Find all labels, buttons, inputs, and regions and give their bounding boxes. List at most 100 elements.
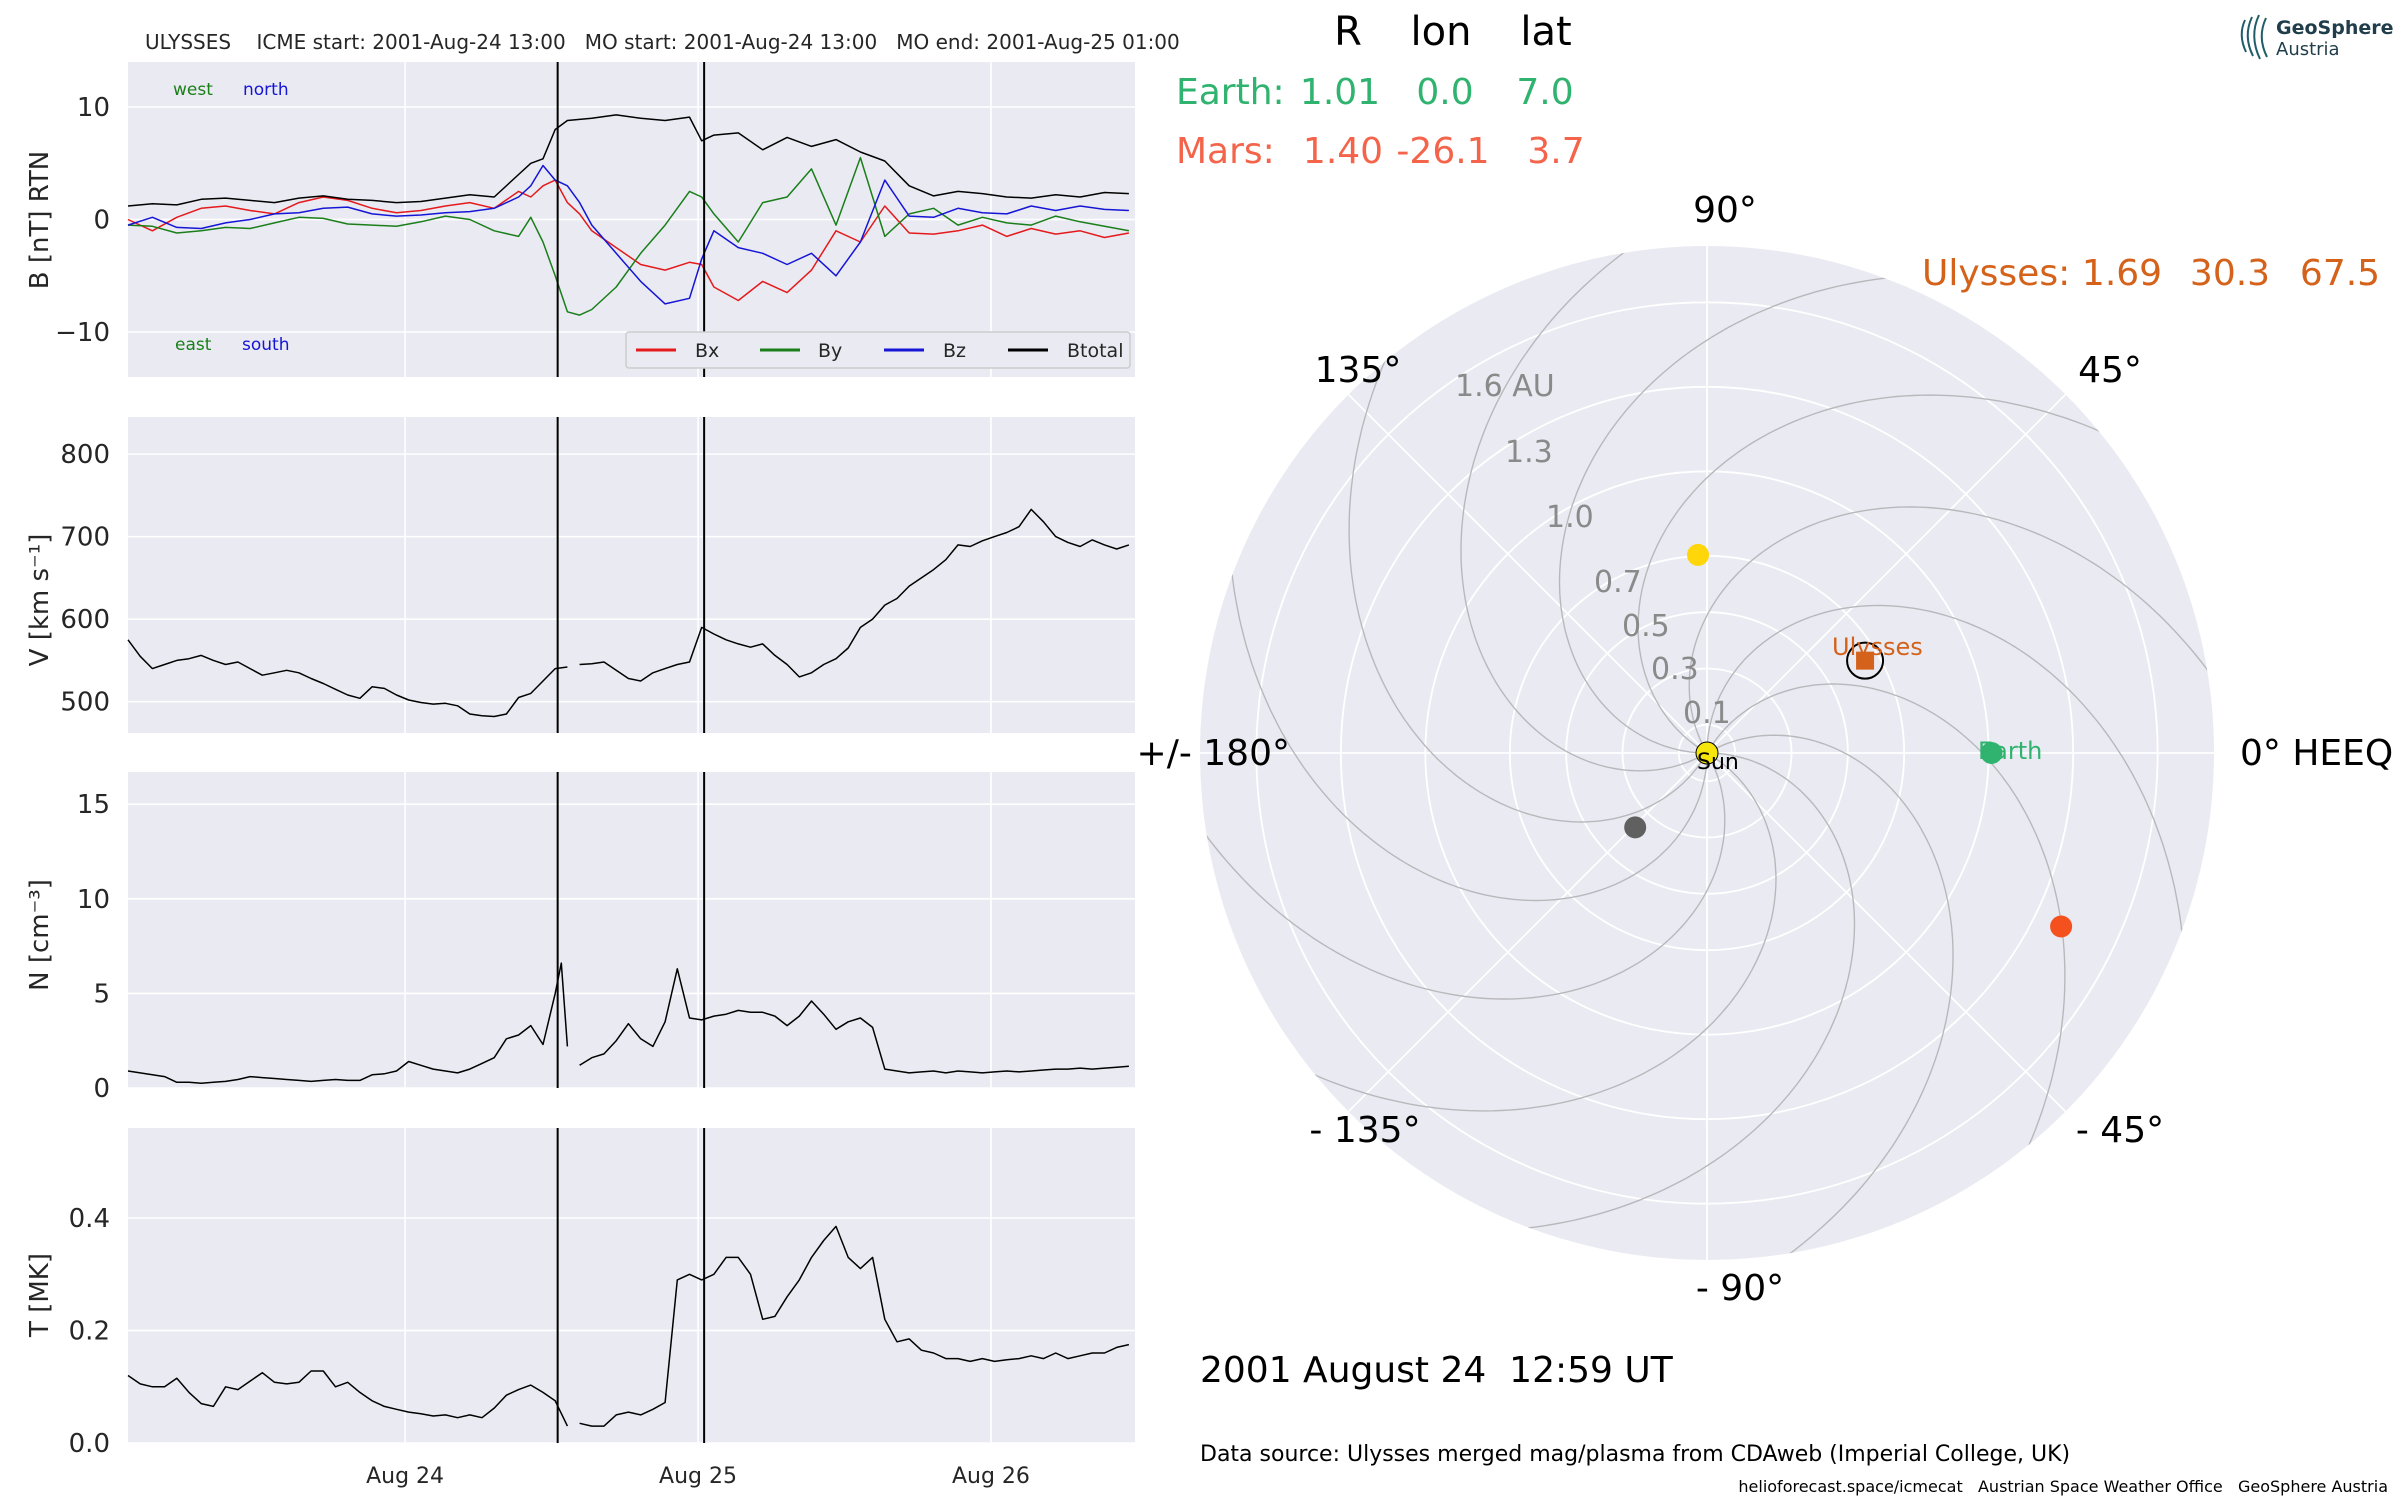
mars-row-label: Mars: [1176, 131, 1275, 172]
panel-n-background [128, 772, 1135, 1088]
legend-btotal-label: Btotal [1067, 340, 1123, 362]
angle-label-m45: - 45° [2076, 1110, 2164, 1151]
parker-spiral [1706, 734, 1954, 1260]
angle-grid-line [1706, 393, 2067, 754]
geosphere-logo: GeoSphere Austria [2240, 14, 2394, 60]
ulysses-ring [1846, 641, 1885, 680]
legend-bz-label: Bz [943, 340, 966, 362]
legend-box [625, 331, 1131, 369]
angle-grid-line [1347, 752, 1708, 1113]
ytick-label: 600 [60, 605, 110, 635]
ulysses-row-r: 1.69 [2082, 253, 2162, 294]
header-lon: lon [1411, 9, 1472, 55]
v-ylabel: V [km s⁻¹] [25, 534, 55, 667]
ytick-label: 0.0 [69, 1429, 110, 1459]
mercury-marker [1624, 816, 1647, 839]
annotation-east: east [175, 335, 212, 355]
xtick-label: Aug 24 [366, 1464, 444, 1489]
timeseries-panels: 10 0 −10 800 700 600 500 15 10 5 0 0.4 0.2 0.0 Aug 24 A… [55, 62, 1135, 1489]
ytick-label: 0 [93, 1074, 110, 1104]
ytick-label: 0.2 [69, 1317, 110, 1347]
series-n [127, 962, 569, 1085]
angle-grid-line [1706, 752, 2067, 1113]
parker-spiral [1558, 274, 1916, 754]
angle-label-0: 0° HEEQ [2240, 733, 2393, 774]
parker-spiral [1348, 333, 1708, 823]
n-ylabel: N [cm⁻³] [25, 879, 55, 991]
panel-n: 15 10 5 0 [77, 772, 1135, 1104]
panel-t-background [128, 1128, 1135, 1443]
legend-bx-label: Bx [695, 340, 719, 362]
earth-row-lon: 0.0 [1416, 72, 1473, 113]
header-lat: lat [1520, 9, 1571, 55]
ytick-label: 10 [77, 885, 110, 915]
series-t [579, 1225, 1130, 1427]
annotation-south: south [242, 335, 289, 355]
earth-marker [1980, 742, 2003, 764]
ytick-label: 0.4 [69, 1204, 110, 1234]
parker-spiral [1200, 752, 1726, 1000]
logo-swirl-icon [2240, 14, 2268, 60]
series-n [579, 968, 1129, 1074]
parker-spiral [1228, 544, 1708, 902]
series-v [127, 639, 568, 718]
series-t [127, 1370, 569, 1427]
parker-spiral [1706, 604, 2186, 962]
annotation-north: north [243, 80, 289, 100]
mars-row-r: 1.40 [1303, 131, 1383, 172]
logo-text-line2: Austria [2276, 39, 2340, 60]
series-v [579, 508, 1130, 682]
panel-v: 800 700 600 500 [60, 417, 1135, 733]
parker-spiral [1637, 394, 2127, 754]
mars-marker [2050, 915, 2073, 938]
ulysses-row-label: Ulysses: [1922, 253, 2070, 294]
header-r: R [1334, 9, 1362, 55]
parker-spiral [1706, 683, 2066, 1173]
data-source-note: Data source: Ulysses merged mag/plasma f… [1200, 1442, 2070, 1467]
ytick-label: 10 [77, 93, 110, 123]
angle-label-90: 90° [1693, 190, 1757, 231]
logo-text-line1: GeoSphere [2276, 17, 2394, 39]
ytick-label: 800 [60, 440, 110, 470]
series-by [127, 156, 1130, 316]
earth-row-label: Earth: [1176, 72, 1285, 113]
angle-label-45: 45° [2078, 350, 2142, 391]
parker-spiral [1460, 246, 1708, 772]
mars-row-lon: -26.1 [1396, 131, 1489, 172]
polar-grid [1200, 246, 2214, 1260]
panel-t: 0.4 0.2 0.0 [69, 1128, 1135, 1459]
parker-spiral [1498, 752, 1856, 1232]
figure-title: ULYSSES ICME start: 2001-Aug-24 13:00 MO… [145, 30, 1180, 54]
angle-label-m90: - 90° [1696, 1268, 1784, 1309]
ulysses-row-lon: 30.3 [2190, 253, 2270, 294]
r-label-0-7: 0.7 [1594, 565, 1642, 600]
venus-marker [1687, 543, 1710, 566]
parker-spiral [1287, 752, 1777, 1112]
r-label-0-5: 0.5 [1622, 609, 1670, 644]
sun-marker [1695, 741, 1719, 765]
panel-v-background [128, 417, 1135, 733]
xtick-label: Aug 26 [952, 1464, 1030, 1489]
b-legend: Bx By Bz Btotal [625, 331, 1131, 369]
ulysses-row-lat: 67.5 [2300, 253, 2380, 294]
mars-row-lat: 3.7 [1527, 131, 1584, 172]
b-ylabel: B [nT] RTN [25, 151, 55, 290]
earth-row-lat: 7.0 [1516, 72, 1573, 113]
annotation-west: west [173, 80, 213, 100]
sun-label: Sun [1697, 750, 1739, 775]
angle-label-m135: - 135° [1309, 1110, 1420, 1151]
r-label-0-3: 0.3 [1651, 652, 1699, 687]
r-label-1-0: 1.0 [1546, 500, 1594, 535]
angle-grid-line [1347, 393, 1708, 754]
angle-label-135: 135° [1315, 350, 1402, 391]
earth-row-r: 1.01 [1300, 72, 1380, 113]
timestamp-label: 2001 August 24 12:59 UT [1200, 1350, 1674, 1391]
position-table: R lon lat Earth: 1.01 0.0 7.0 Mars: 1.40… [1176, 9, 2380, 294]
xtick-label: Aug 25 [659, 1464, 737, 1489]
earth-label: Earth [1978, 737, 2042, 765]
series-btotal [127, 114, 1129, 207]
polar-plot [1200, 246, 2214, 1260]
r-label-1-3: 1.3 [1505, 435, 1553, 470]
parker-spiral [1688, 506, 2214, 754]
angle-label-180: +/- 180° [1137, 733, 1290, 774]
